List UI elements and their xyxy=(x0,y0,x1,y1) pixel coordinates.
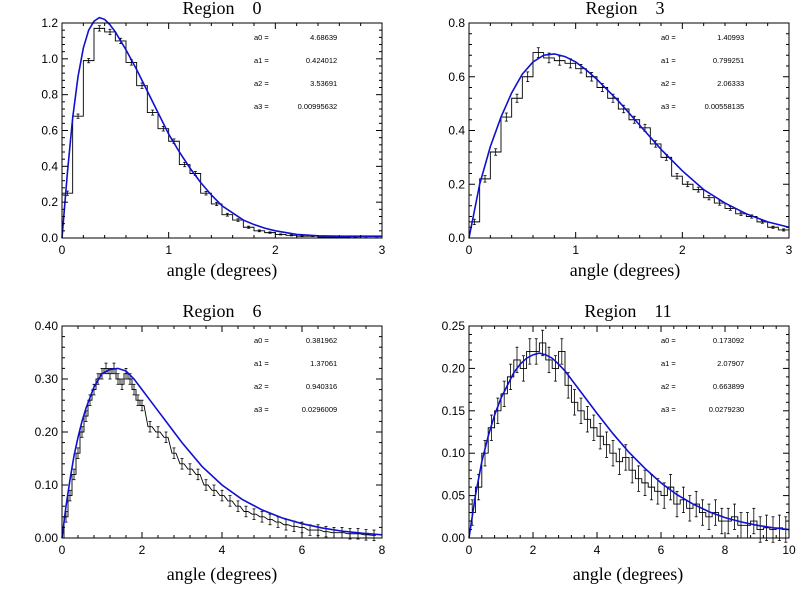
fit-curve xyxy=(468,352,790,539)
chart-title: Region 6 xyxy=(183,301,262,321)
x-tick-label: 4 xyxy=(219,543,226,557)
y-tick-label: 0.30 xyxy=(35,372,59,386)
param-name: a0 = xyxy=(661,336,676,345)
param-name: a2 = xyxy=(661,79,676,88)
param-name: a2 = xyxy=(254,79,269,88)
param-name: a3 = xyxy=(254,405,269,414)
y-tick-label: 0.40 xyxy=(35,319,59,333)
param-name: a0 = xyxy=(254,33,269,42)
y-tick-label: 0.4 xyxy=(41,159,58,173)
y-tick-label: 0.00 xyxy=(35,531,59,545)
fit-parameters: a0 = 0.173092 a1 = 2.07907 a2 = 0.663899 a3 = 0… xyxy=(661,336,744,414)
fit-curve xyxy=(61,16,382,239)
x-tick-label: 10 xyxy=(782,543,796,557)
x-tick-label: 0 xyxy=(59,543,66,557)
y-tick-label: 0.20 xyxy=(35,425,59,439)
y-tick-label: 0.05 xyxy=(442,489,466,503)
chart-title: Region 3 xyxy=(586,0,665,18)
param-name: a0 = xyxy=(661,33,676,42)
param-value: 0.00558135 xyxy=(705,102,745,111)
x-tick-label: 1 xyxy=(165,243,172,257)
y-tick-label: 1.2 xyxy=(41,16,58,30)
x-axis-label: angle (degrees) xyxy=(167,260,277,281)
y-tick-label: 0.20 xyxy=(442,361,466,375)
y-tick-label: 1.0 xyxy=(41,52,58,66)
x-tick-label: 2 xyxy=(139,543,146,557)
param-name: a3 = xyxy=(254,102,269,111)
param-value: 0.173092 xyxy=(713,336,744,345)
x-tick-label: 2 xyxy=(530,543,537,557)
x-tick-label: 4 xyxy=(594,543,601,557)
param-value: 4.68639 xyxy=(310,33,337,42)
y-tick-label: 0.00 xyxy=(442,531,466,545)
y-tick-label: 0.8 xyxy=(448,16,465,30)
param-name: a1 = xyxy=(254,359,269,368)
x-tick-label: 2 xyxy=(272,243,279,257)
y-tick-label: 0.8 xyxy=(41,88,58,102)
param-value: 0.663899 xyxy=(713,382,744,391)
error-bars xyxy=(472,47,786,232)
x-tick-label: 3 xyxy=(786,243,793,257)
y-tick-label: 0.0 xyxy=(41,231,58,245)
param-value: 2.07907 xyxy=(717,359,744,368)
plot-frame xyxy=(61,325,383,539)
x-tick-label: 8 xyxy=(722,543,729,557)
fit-curve xyxy=(468,53,790,239)
param-value: 0.940316 xyxy=(306,382,337,391)
x-tick-label: 1 xyxy=(572,243,579,257)
x-tick-label: 0 xyxy=(59,243,66,257)
y-tick-label: 0.6 xyxy=(41,124,58,138)
param-value: 0.00995632 xyxy=(298,102,338,111)
param-name: a1 = xyxy=(661,56,676,65)
chart-panel-1: Region 3 0 1 2 3 0.0 0.2 0.4 0.6 0.8 angle (degree… xyxy=(448,0,792,281)
chart-panel-3: Region 11 0 2 4 6 8 10 0.00 0.05 0.10 0.15 0.20 0.25… xyxy=(442,301,796,585)
chart-panel-0: Region 0 0 1 2 3 0.0 0.2 0.4 0.6 0.8 1.0 1.2 angle (… xyxy=(41,0,385,281)
param-name: a2 = xyxy=(254,382,269,391)
param-value: 3.53691 xyxy=(310,79,337,88)
y-tick-label: 0.25 xyxy=(442,319,466,333)
chart-title: Region 0 xyxy=(183,0,262,18)
x-tick-label: 2 xyxy=(679,243,686,257)
y-tick-label: 0.4 xyxy=(448,124,465,138)
x-tick-label: 3 xyxy=(379,243,386,257)
y-tick-label: 0.15 xyxy=(442,404,466,418)
param-name: a1 = xyxy=(661,359,676,368)
histogram xyxy=(63,367,376,538)
x-axis-label: angle (degrees) xyxy=(570,260,680,281)
x-tick-label: 0 xyxy=(466,243,473,257)
x-tick-label: 6 xyxy=(299,543,306,557)
param-value: 1.40993 xyxy=(717,33,744,42)
param-value: 0.799251 xyxy=(713,56,744,65)
param-value: 0.381962 xyxy=(306,336,337,345)
y-tick-label: 0.0 xyxy=(448,231,465,245)
param-name: a2 = xyxy=(661,382,676,391)
y-tick-label: 0.10 xyxy=(35,478,59,492)
param-value: 0.0279230 xyxy=(709,405,744,414)
x-tick-label: 8 xyxy=(379,543,386,557)
x-axis-label: angle (degrees) xyxy=(573,564,683,585)
plot-frame xyxy=(468,325,790,539)
param-value: 0.424012 xyxy=(306,56,337,65)
fit-parameters: a0 = 1.40993 a1 = 0.799251 a2 = 2.06333 a3 = 0.… xyxy=(661,33,744,111)
param-name: a3 = xyxy=(661,102,676,111)
chart-title: Region 11 xyxy=(584,301,671,321)
x-tick-label: 0 xyxy=(466,543,473,557)
param-value: 0.0296009 xyxy=(302,405,337,414)
y-tick-label: 0.10 xyxy=(442,446,466,460)
fit-curve xyxy=(61,367,383,539)
x-tick-label: 6 xyxy=(658,543,665,557)
chart-panel-2: Region 6 0 2 4 6 8 0.00 0.10 0.20 0.30 0.40 angle (… xyxy=(35,301,386,585)
param-name: a3 = xyxy=(661,405,676,414)
y-tick-label: 0.6 xyxy=(448,70,465,84)
y-tick-label: 0.2 xyxy=(448,177,465,191)
y-tick-label: 0.2 xyxy=(41,195,58,209)
param-value: 1.37061 xyxy=(310,359,337,368)
param-value: 2.06333 xyxy=(717,79,744,88)
fit-parameters: a0 = 0.381962 a1 = 1.37061 a2 = 0.940316 a3 = 0… xyxy=(254,336,337,414)
param-name: a1 = xyxy=(254,56,269,65)
fit-parameters: a0 = 4.68639 a1 = 0.424012 a2 = 3.53691 a3 = 0.… xyxy=(254,33,337,111)
x-axis-label: angle (degrees) xyxy=(167,564,277,585)
param-name: a0 = xyxy=(254,336,269,345)
